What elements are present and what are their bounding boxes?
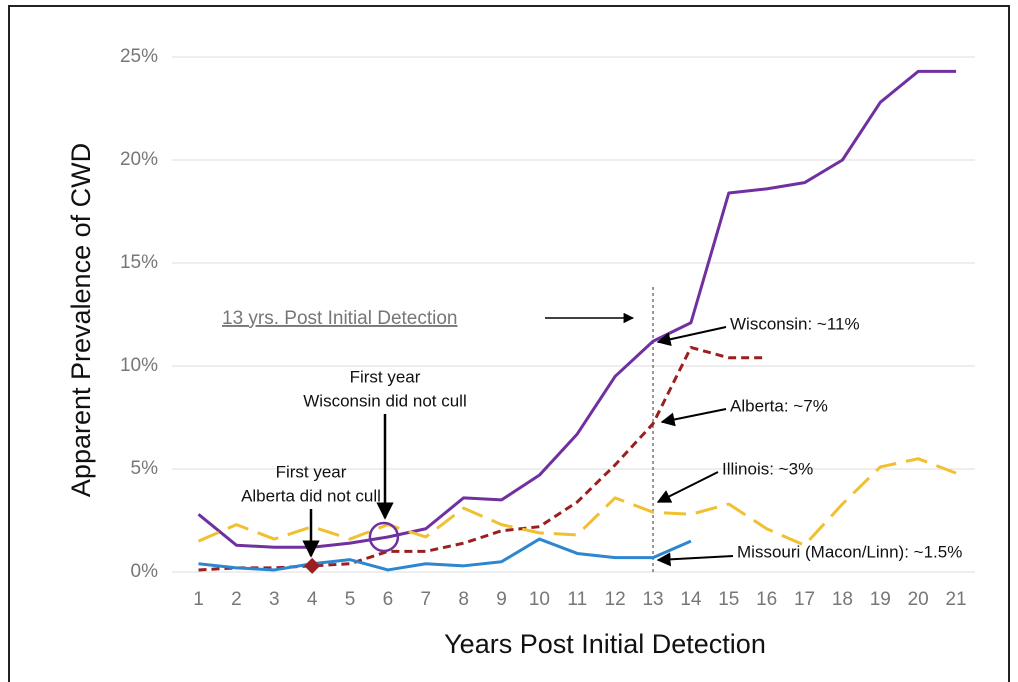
y-tick-label: 10% <box>120 355 158 376</box>
x-tick-label: 20 <box>908 589 929 610</box>
x-axis-label: Years Post Initial Detection <box>444 629 766 659</box>
x-tick-label: 18 <box>832 589 853 610</box>
arrow <box>656 552 734 567</box>
annotation: First year <box>276 462 347 481</box>
series-line <box>197 457 957 547</box>
annotation: First year <box>350 367 421 386</box>
y-tick-label: 25% <box>120 46 158 67</box>
series-line <box>197 69 957 549</box>
x-tick-label: 2 <box>231 589 242 610</box>
series-label: Illinois: ~3% <box>722 459 813 478</box>
x-tick-label: 6 <box>383 589 394 610</box>
series-label: Wisconsin: ~11% <box>730 314 860 333</box>
annotation: Wisconsin did not cull <box>303 391 466 410</box>
x-tick-label: 10 <box>529 589 550 610</box>
x-tick-label: 4 <box>307 589 318 610</box>
y-tick-label: 5% <box>131 458 159 479</box>
arrow <box>656 326 727 347</box>
x-tick-label: 3 <box>269 589 280 610</box>
x-tick-label: 13 <box>642 589 663 610</box>
series-label: Alberta: ~7% <box>730 396 828 415</box>
highlight-diamond <box>304 557 321 574</box>
x-tick-label: 5 <box>345 589 356 610</box>
series-label: Missouri (Macon/Linn): ~1.5% <box>737 542 962 561</box>
y-axis-label: Apparent Prevalence of CWD <box>66 143 96 497</box>
x-tick-label: 17 <box>794 589 815 610</box>
x-tick-label: 21 <box>945 589 966 610</box>
x-tick-label: 8 <box>458 589 469 610</box>
arrow <box>660 408 727 427</box>
x-tick-label: 1 <box>193 589 204 610</box>
x-tick-label: 7 <box>420 589 431 610</box>
highlight-circle <box>368 521 400 553</box>
y-tick-label: 20% <box>120 149 158 170</box>
x-tick-label: 15 <box>718 589 739 610</box>
x-tick-label: 19 <box>870 589 891 610</box>
frame <box>8 5 1010 682</box>
arrow <box>656 471 719 503</box>
x-tick-label: 16 <box>756 589 777 610</box>
x-tick-label: 14 <box>680 589 702 610</box>
y-tick-label: 15% <box>120 252 158 273</box>
annotation: Alberta did not cull <box>241 486 381 505</box>
y-tick-label: 0% <box>131 561 159 582</box>
series-line <box>198 345 767 572</box>
series-line <box>198 537 692 572</box>
x-tick-label: 11 <box>567 589 587 610</box>
x-tick-label: 12 <box>605 589 626 610</box>
x-tick-label: 9 <box>496 589 507 610</box>
reference-label: 13 yrs. Post Initial Detection <box>222 308 458 329</box>
